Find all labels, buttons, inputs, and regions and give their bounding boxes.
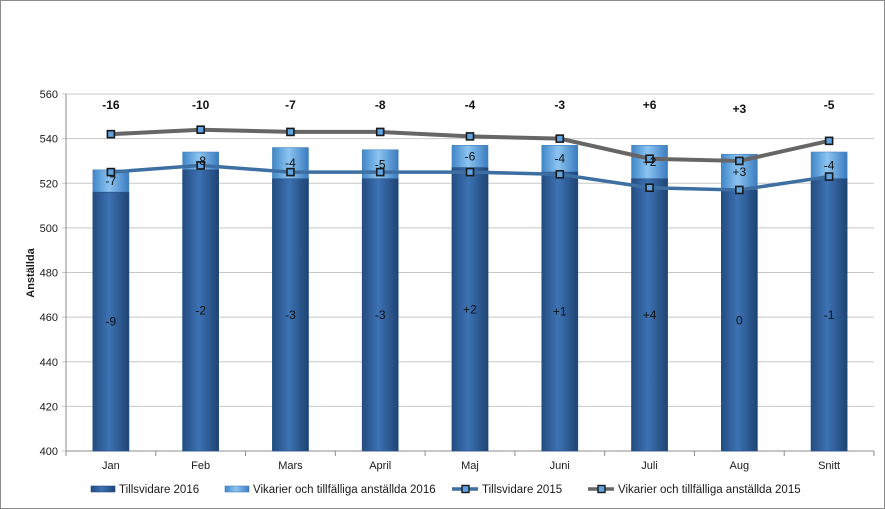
data-label-vikarier-2016: -8 — [195, 154, 206, 168]
x-tick-label: Aug — [730, 460, 750, 472]
vikarier-2015-marker — [555, 134, 565, 143]
total-diff-label: -4 — [465, 98, 476, 112]
x-tick-label: Maj — [461, 460, 479, 472]
data-label-vikarier-2016: +3 — [732, 165, 746, 179]
x-tick-label: Mars — [278, 460, 303, 472]
vikarier-2015-marker — [286, 127, 295, 137]
tillsvidare-2015-marker — [196, 161, 205, 170]
x-tick-label: April — [369, 460, 391, 472]
lines-layer — [106, 125, 834, 195]
x-tick-label: Jan — [102, 460, 120, 472]
data-label-vikarier-2016: +2 — [643, 155, 657, 169]
y-tick-label: 520 — [40, 178, 58, 190]
legend-vikarier-2016-swatch — [224, 485, 250, 493]
vikarier-2015-marker — [465, 132, 475, 141]
tillsvidare-2015-marker — [465, 167, 475, 177]
total-diff-label: -8 — [375, 98, 386, 112]
data-label-vikarier-2016: -4 — [824, 158, 835, 172]
tillsvidare-2015-marker — [106, 167, 116, 177]
total-diff-label: +3 — [732, 102, 746, 116]
legend-tillsvidare-2015-marker — [461, 484, 470, 494]
bar-tillsvidare-2016 — [182, 169, 219, 452]
y-tick-label: 560 — [40, 89, 58, 101]
labels-layer: Jan-9-7-16Feb-2-8-10Mars-3-4-7April-3-5-… — [102, 98, 840, 472]
data-label-tillsvidare-2016: +2 — [463, 302, 477, 316]
vikarier-2015-marker — [106, 129, 116, 139]
bar-tillsvidare-2016 — [451, 167, 489, 452]
legend: Tillsvidare 2016 Vikarier och tillfälliga… — [90, 484, 801, 496]
total-diff-label: -7 — [285, 98, 296, 112]
y-tick-label: 460 — [40, 312, 58, 324]
y-tick-label: 440 — [40, 357, 58, 369]
bars-layer — [92, 145, 848, 452]
y-axis-label: Anställda — [25, 247, 37, 297]
vikarier-2015-marker — [735, 156, 744, 166]
total-diff-label: +6 — [643, 98, 657, 112]
x-tick-label: Juli — [641, 460, 658, 472]
data-label-tillsvidare-2016: -1 — [824, 308, 835, 322]
bar-tillsvidare-2016 — [92, 191, 130, 452]
tillsvidare-2015-marker — [645, 183, 654, 193]
bar-tillsvidare-2016 — [272, 178, 309, 452]
bar-tillsvidare-2016 — [361, 178, 399, 452]
total-diff-label: -10 — [192, 98, 210, 112]
data-label-tillsvidare-2016: -2 — [195, 303, 206, 317]
bar-tillsvidare-2016 — [721, 189, 758, 452]
total-diff-label: -3 — [554, 98, 565, 112]
legend-vikarier-2016-label: Vikarier och tillfälliga anställda 2016 — [253, 484, 436, 496]
legend-tillsvidare-2015-label: Tillsvidare 2015 — [482, 484, 562, 496]
bar-tillsvidare-2016 — [810, 178, 848, 452]
x-tick-label: Snitt — [818, 460, 840, 472]
vikarier-2015-marker — [196, 125, 205, 134]
tillsvidare-2015-marker — [735, 185, 744, 195]
legend-tillsvidare-2016-label: Tillsvidare 2016 — [119, 484, 199, 496]
legend-vikarier-2015-marker — [597, 484, 606, 494]
total-diff-label: -5 — [824, 98, 835, 112]
data-label-tillsvidare-2016: -3 — [375, 308, 386, 322]
x-tick-label: Feb — [191, 460, 210, 472]
tillsvidare-2015-marker — [555, 170, 565, 179]
vikarier-2015-marker — [375, 127, 385, 137]
tillsvidare-2015-marker — [375, 167, 385, 177]
data-label-vikarier-2016: -7 — [106, 174, 117, 188]
y-tick-label: 420 — [40, 401, 58, 413]
y-tick-label: 500 — [40, 223, 58, 235]
y-tick-label: 540 — [40, 134, 58, 146]
y-tick-label: 400 — [40, 446, 58, 458]
tillsvidare-2015-marker — [824, 172, 834, 181]
total-diff-label: -16 — [102, 98, 120, 112]
y-tick-label: 480 — [40, 268, 58, 280]
data-label-tillsvidare-2016: -9 — [106, 315, 117, 329]
data-label-vikarier-2016: -4 — [554, 152, 565, 166]
x-tick-label: Juni — [550, 460, 570, 472]
data-label-tillsvidare-2016: 0 — [736, 313, 743, 327]
bar-tillsvidare-2016 — [631, 178, 668, 452]
legend-vikarier-2015-label: Vikarier och tillfälliga anställda 2015 — [618, 484, 801, 496]
data-label-tillsvidare-2016: -3 — [285, 308, 296, 322]
data-label-vikarier-2016: -5 — [375, 157, 386, 171]
tillsvidare-2015-marker — [286, 167, 295, 177]
data-label-vikarier-2016: -6 — [465, 149, 476, 163]
data-label-tillsvidare-2016: +4 — [643, 308, 657, 322]
vikarier-2015-marker — [824, 136, 834, 146]
data-label-tillsvidare-2016: +1 — [553, 305, 567, 319]
legend-tillsvidare-2016-swatch — [90, 485, 116, 493]
data-label-vikarier-2016: -4 — [285, 156, 296, 170]
vikarier-2015-marker — [645, 154, 654, 164]
